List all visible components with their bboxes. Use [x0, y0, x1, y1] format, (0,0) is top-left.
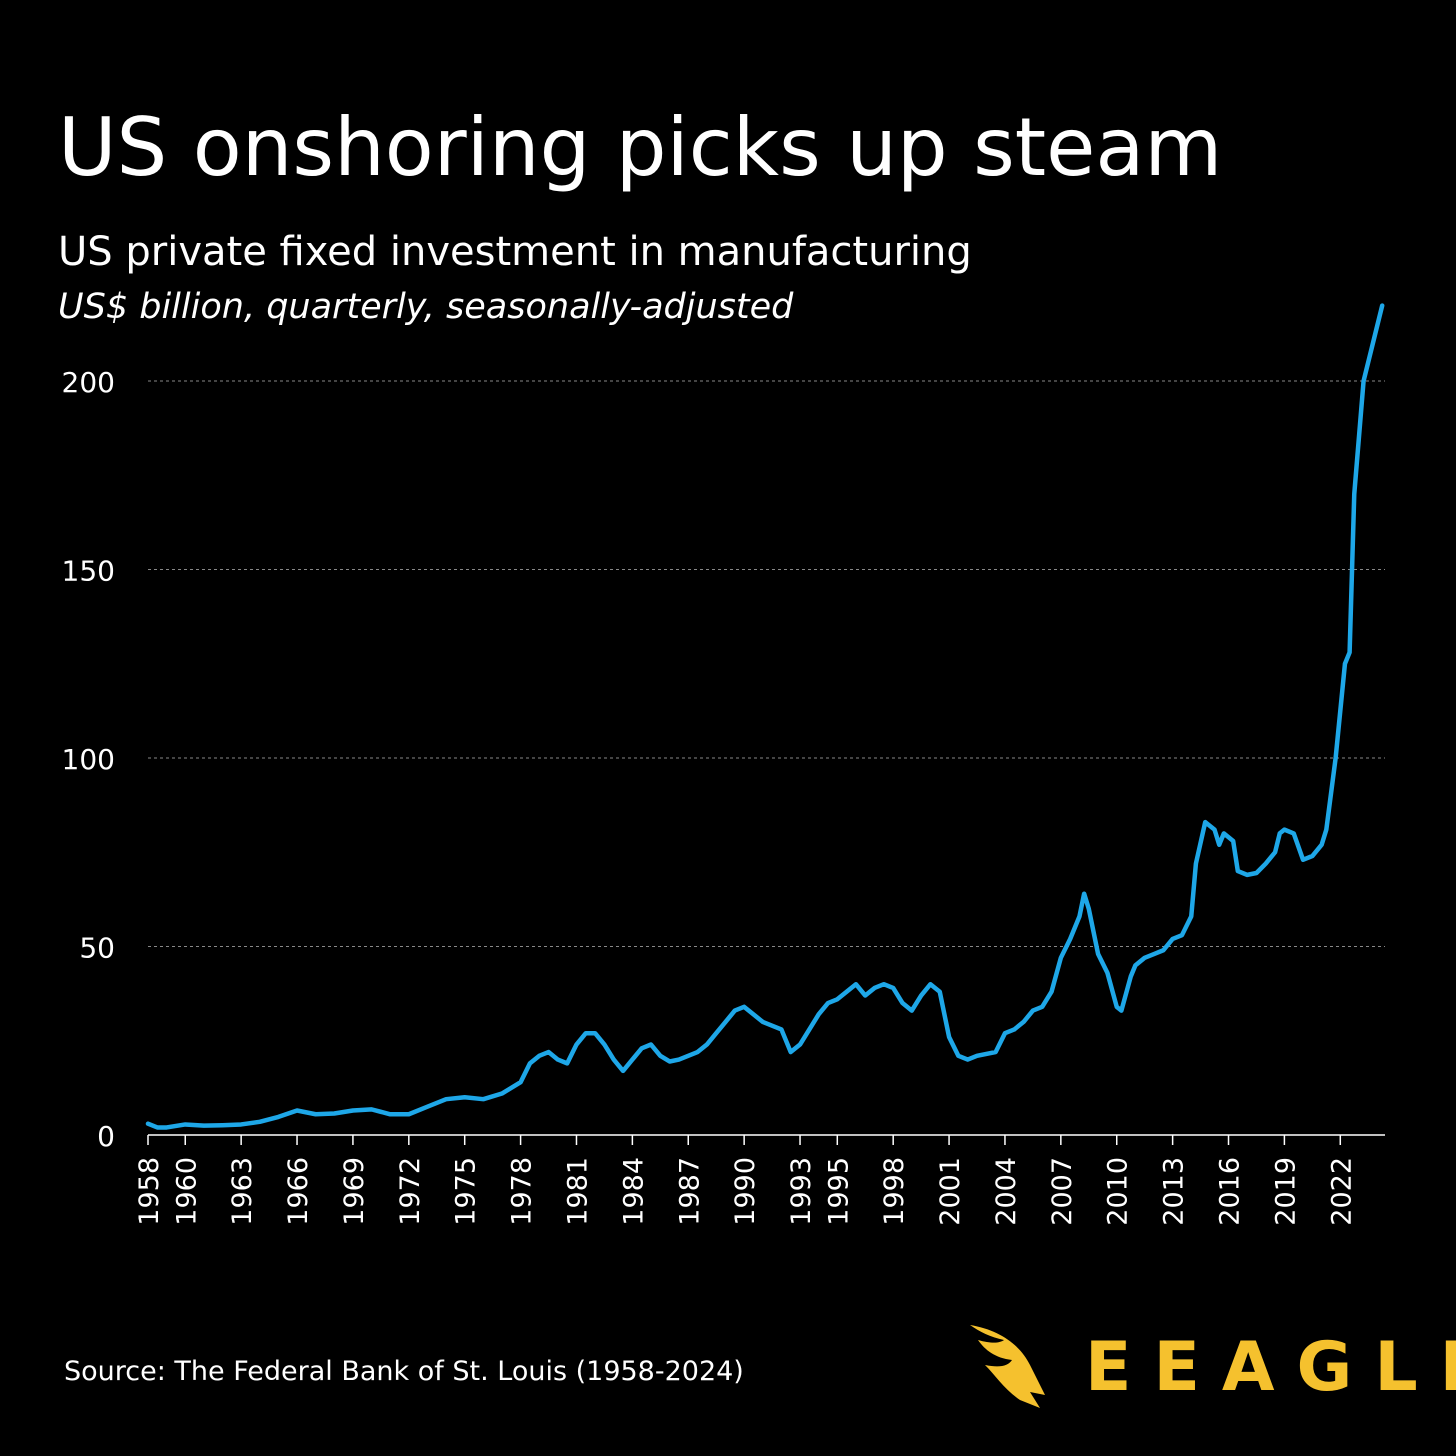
x-tick-label: 2004 — [991, 1157, 1022, 1226]
x-tick-label: 1966 — [283, 1157, 314, 1226]
x-tick-label: 1998 — [879, 1157, 910, 1226]
y-tick-label: 100 — [62, 743, 115, 776]
x-tick-label: 1963 — [227, 1157, 258, 1226]
x-tick-label: 1958 — [134, 1157, 165, 1226]
x-tick-label: 2001 — [935, 1157, 966, 1226]
x-tick-label: 1984 — [618, 1157, 649, 1226]
y-tick-label: 200 — [62, 366, 115, 399]
y-tick-label: 150 — [62, 555, 115, 588]
y-tick-label: 0 — [97, 1120, 115, 1153]
y-tick-label: 50 — [79, 932, 115, 965]
x-tick-label: 1987 — [674, 1157, 705, 1226]
chart-title: US onshoring picks up steam — [58, 101, 1222, 194]
x-tick-label: 1993 — [786, 1157, 817, 1226]
data-line — [145, 303, 1385, 1130]
x-tick-label: 1990 — [730, 1157, 761, 1226]
x-tick-label: 1960 — [171, 1157, 202, 1226]
x-tick-label: 2007 — [1047, 1157, 1078, 1226]
x-tick-label: 2010 — [1103, 1157, 1134, 1226]
brand: EEAGLI — [1085, 1328, 1456, 1407]
x-tick-label: 2016 — [1215, 1157, 1246, 1226]
x-tick-label: 1981 — [562, 1157, 593, 1226]
x-tick-label: 1969 — [339, 1157, 370, 1226]
x-tick-label: 1972 — [395, 1157, 426, 1226]
chart-note: US$ billion, quarterly, seasonally-adjus… — [58, 287, 794, 327]
chart-subtitle: US private fixed investment in manufactu… — [58, 229, 972, 275]
logo-icon — [970, 1325, 1045, 1408]
x-tick-label: 1978 — [507, 1157, 538, 1226]
x-tick-label: 2022 — [1326, 1157, 1357, 1226]
x-tick-label: 2013 — [1159, 1157, 1190, 1226]
x-tick-label: 2019 — [1270, 1157, 1301, 1226]
source: Source: The Federal Bank of St. Louis (1… — [64, 1356, 744, 1387]
x-tick-label: 1995 — [823, 1157, 854, 1226]
x-tick-label: 1975 — [451, 1157, 482, 1226]
